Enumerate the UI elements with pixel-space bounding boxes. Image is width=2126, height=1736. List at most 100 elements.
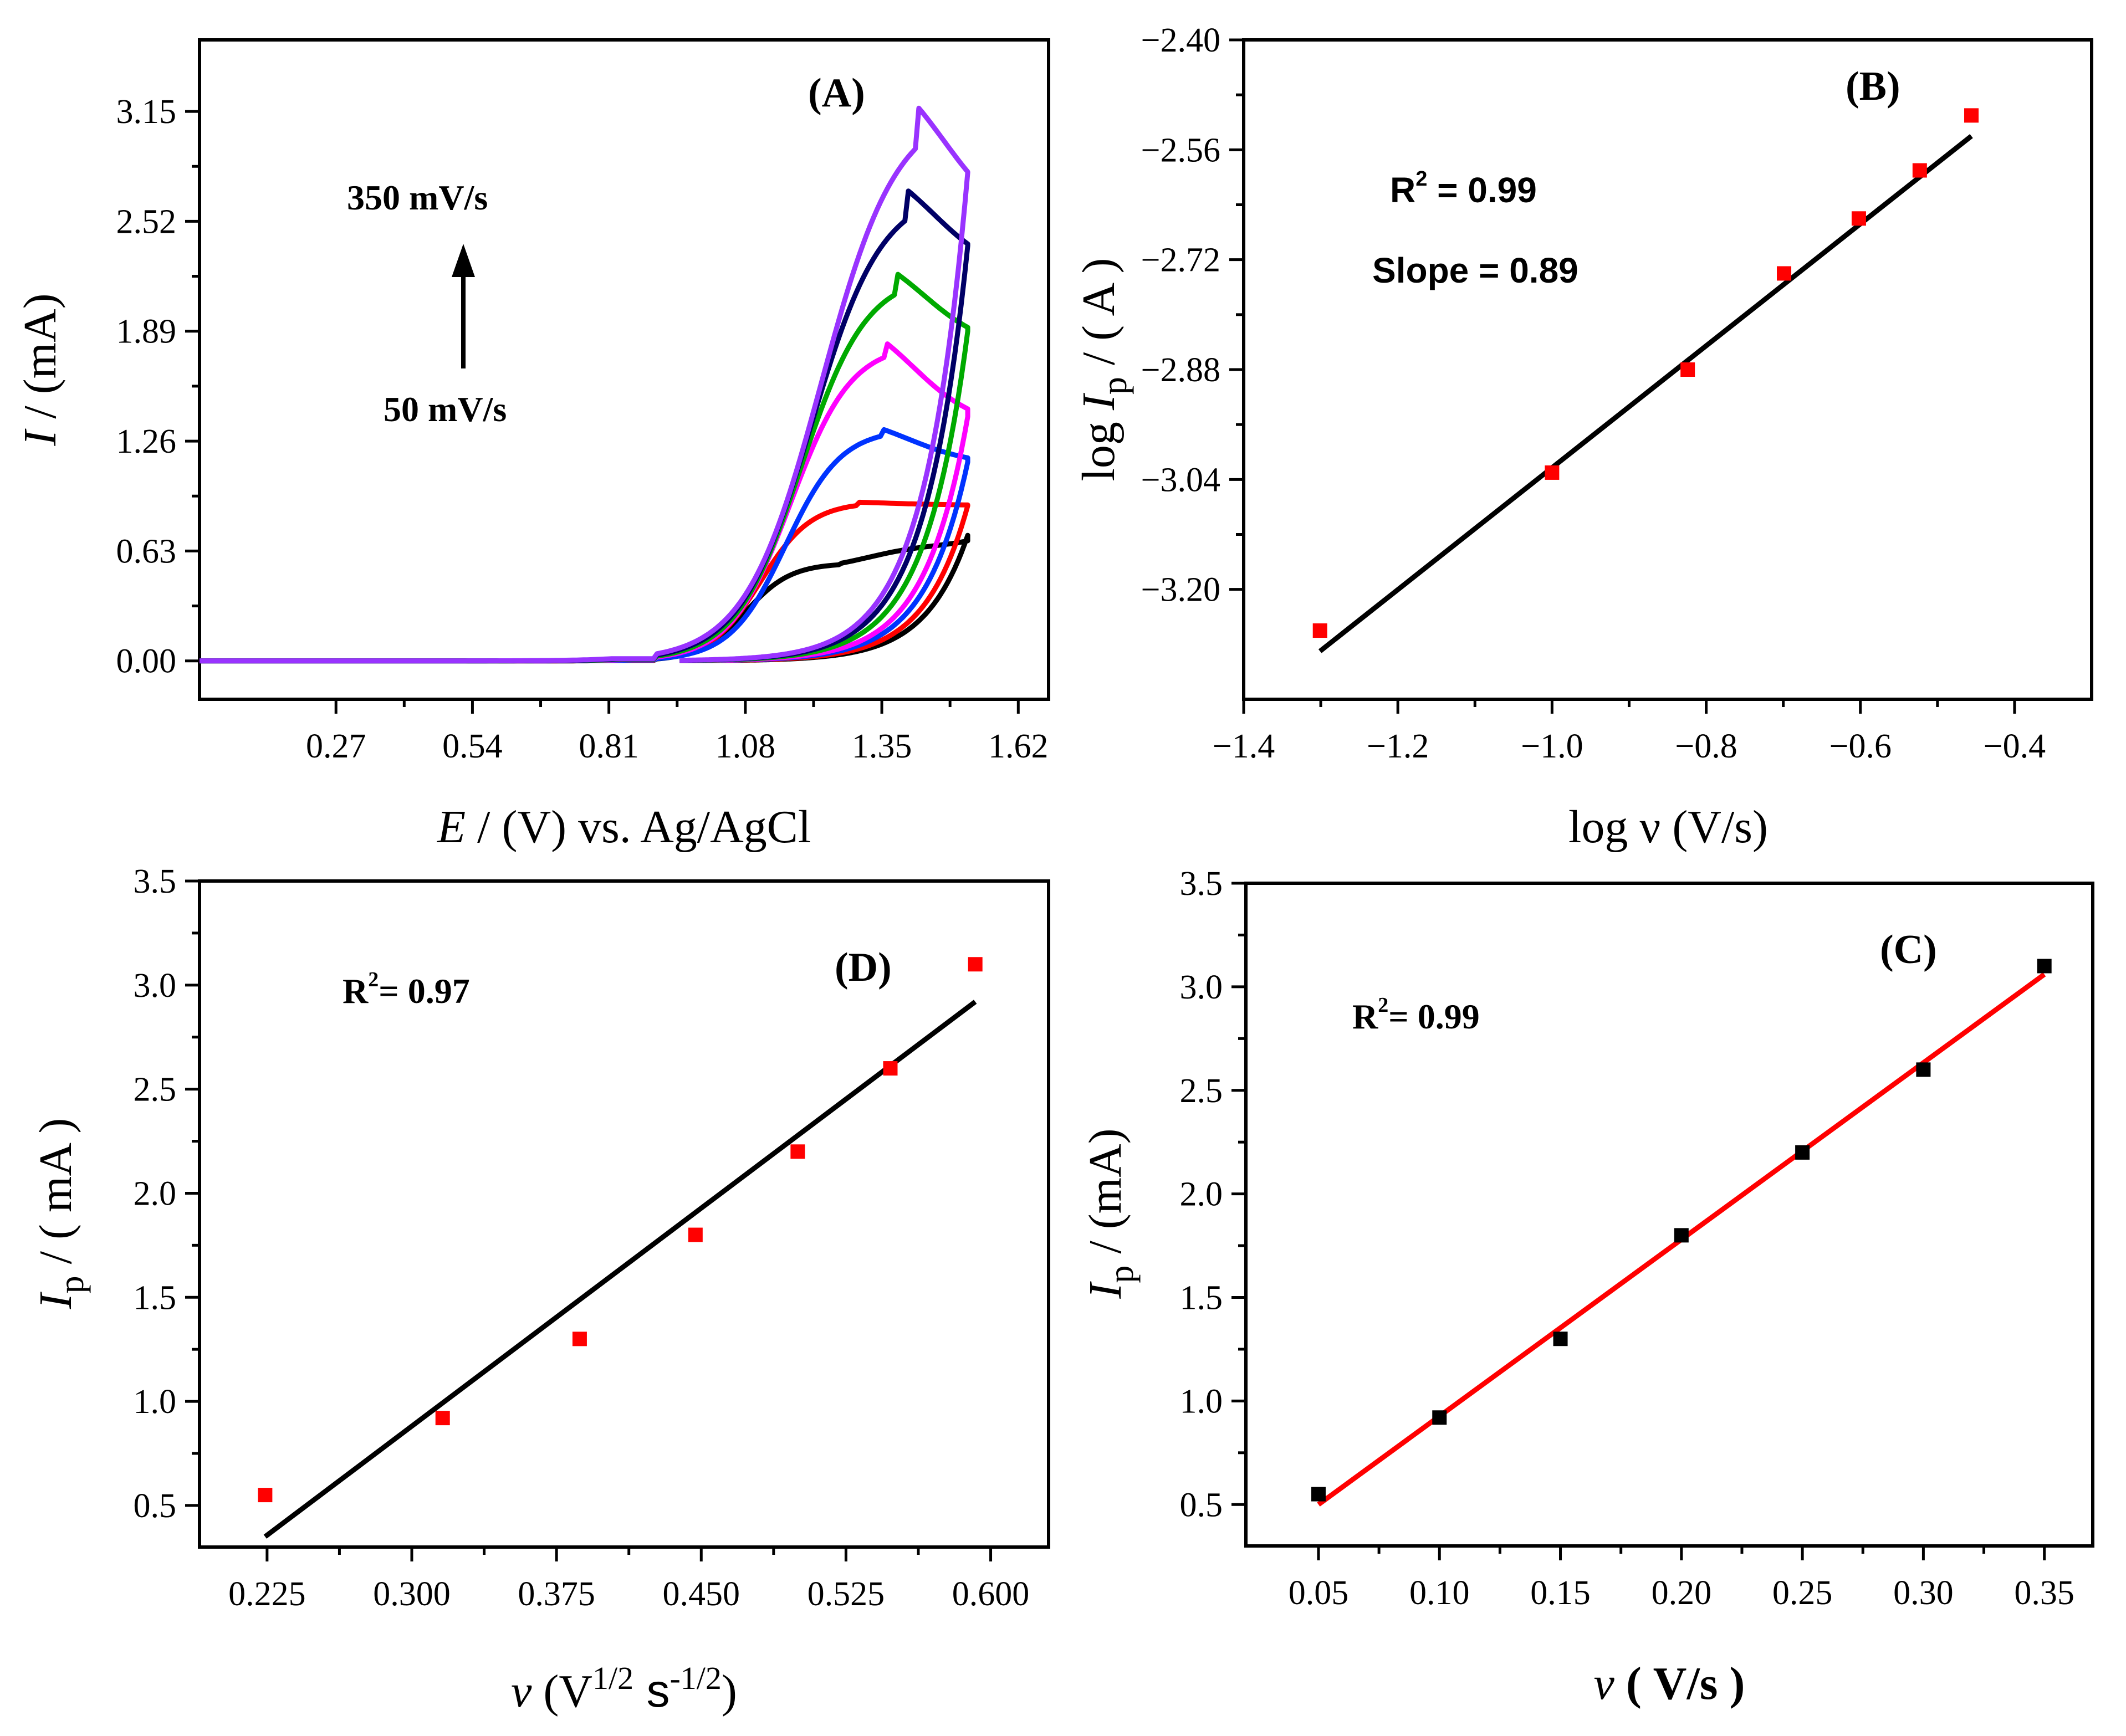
panel-c-data-point — [1795, 1145, 1810, 1160]
panel-d-r2-exponent: 2 — [368, 968, 379, 991]
panel-c-data-point — [1553, 1332, 1568, 1346]
panel-d-xlabel: ν (V1/2 s-1/2) — [511, 1660, 737, 1717]
cv-curve-7 — [200, 105, 970, 664]
panel-b-data-point — [1912, 163, 1927, 178]
panel-b-ytick-label: −2.40 — [1141, 22, 1220, 59]
panel-b-r2-symbol: R — [1390, 170, 1415, 210]
panel-a-xtick-label: 0.27 — [306, 728, 366, 765]
panel-d-xlabel-end: ) — [722, 1666, 737, 1717]
panel-d-data-point — [258, 1488, 273, 1503]
panel-a-xlabel: E / (V) vs. Ag/AgCl — [437, 801, 811, 853]
panel-b-r2-annotation: R2 = 0.99 — [1390, 167, 1537, 210]
panel-c-xtick-label: 0.20 — [1652, 1574, 1712, 1612]
panel-a-ylabel: I / (mA) — [14, 293, 66, 446]
panel-b-xlabel: log ν (V/s) — [1568, 801, 1768, 853]
panel-d-ytick-label: 1.0 — [134, 1383, 177, 1421]
panel-b-slope-annotation: Slope = 0.89 — [1372, 250, 1578, 290]
panel-c-ytick-label: 3.0 — [1180, 969, 1223, 1006]
panel-d-data-point — [572, 1332, 587, 1346]
panel-d-ytick-label: 0.5 — [134, 1487, 177, 1525]
panel-b-ytick-label: −3.20 — [1141, 571, 1220, 609]
panel-c-xtick-label: 0.30 — [1893, 1574, 1954, 1612]
panel-a-label: (A) — [808, 70, 865, 116]
panel-d-data-point — [968, 957, 983, 972]
panel-a-frame — [198, 38, 1050, 701]
panel-d-ytick-label: 1.5 — [134, 1279, 177, 1317]
panel-d-xlabel-sup2: -1/2 — [670, 1660, 721, 1696]
panel-c-r2-symbol: R — [1352, 997, 1378, 1036]
panel-c-r2-annotation: R2= 0.99 — [1352, 994, 1480, 1036]
panel-d-ytick-label: 3.0 — [134, 967, 177, 1005]
panel-b-xtick-label: −0.6 — [1829, 728, 1891, 765]
panel-b-data-point — [1312, 623, 1327, 638]
panel-a-ytick-label: 2.52 — [116, 203, 177, 240]
cv-curve-4 — [200, 341, 970, 664]
panel-b-ylabel-sub: p — [1095, 377, 1134, 395]
panel-c-xtick-label: 0.10 — [1409, 1574, 1470, 1612]
scan-rate-high-annotation: 350 mV/s — [347, 178, 488, 217]
panel-d-xtick-label: 0.300 — [373, 1575, 451, 1613]
panel-d-xlabel-text: (V — [532, 1666, 592, 1717]
panel-d-xlabel-symbol: ν — [511, 1666, 532, 1717]
panel-a-curves — [200, 105, 970, 664]
panel-b-r2-value: = 0.99 — [1427, 170, 1537, 210]
panel-d-ylabel: Ip / ( mA ) — [30, 1118, 91, 1310]
panel-d-xtick-label: 0.525 — [808, 1575, 885, 1613]
panel-b-data-point — [1777, 266, 1792, 281]
panel-d-xlabel-sup1: 1/2 — [592, 1660, 633, 1696]
panel-a-ytick-label: 3.15 — [116, 93, 177, 131]
panel-b-ytick-label: −2.56 — [1141, 131, 1220, 169]
panel-b-ylabel: log Ip / ( A ) — [1073, 258, 1134, 481]
panel-b-ytick-label: −2.72 — [1141, 242, 1220, 279]
panel-c-ylabel-text: / (mA) — [1080, 1128, 1131, 1265]
panel-c-xlabel-text: ( V/s ) — [1614, 1658, 1745, 1709]
panel-d-ytick-label: 2.0 — [134, 1175, 177, 1212]
panel-c-xlabel: ν ( V/s ) — [1594, 1658, 1745, 1709]
panel-d-sqrt-plot: 0.225 0.300 0.375 0.450 0.525 0.600 0.5 1.0 1.5 2… — [30, 863, 1050, 1717]
panel-a-ylabel-symbol: I — [14, 428, 66, 447]
panel-c-r2-exponent: 2 — [1378, 994, 1388, 1017]
panel-b-xtick-label: −1.0 — [1521, 728, 1583, 765]
panel-b-data-point — [1680, 362, 1695, 377]
panel-d-xtick-label: 0.225 — [228, 1575, 306, 1613]
panel-b-data-point — [1851, 211, 1866, 226]
panel-d-data — [258, 957, 983, 1539]
panel-c-ylabel-symbol: I — [1080, 1281, 1131, 1299]
panel-b-ylabel-pre: log — [1073, 410, 1125, 481]
panel-a-xtick-label: 0.54 — [442, 728, 503, 765]
panel-a-ticks: 0.27 0.54 0.81 1.08 1.35 1.62 0.00 0.63 1.26 1.89… — [116, 93, 1049, 765]
panel-b-xtick-label: −0.4 — [1984, 728, 2046, 765]
panel-c-data — [1311, 959, 2052, 1507]
panel-c-frame — [1244, 882, 2094, 1548]
panel-d-data-point — [883, 1061, 898, 1076]
panel-d-ylabel-symbol: I — [30, 1291, 81, 1309]
panel-b-data — [1312, 108, 1979, 653]
panel-a-xtick-label: 1.08 — [716, 728, 776, 765]
panel-b-xtick-label: −1.4 — [1213, 728, 1275, 765]
panel-b-r2-exponent: 2 — [1415, 167, 1427, 191]
panel-b-label: (B) — [1846, 64, 1900, 109]
scan-rate-arrow — [452, 244, 475, 368]
panel-d-frame — [198, 879, 1050, 1549]
panel-a-xtick-label: 1.62 — [988, 728, 1049, 765]
panel-c-xtick-label: 0.05 — [1289, 1574, 1349, 1612]
cv-curve-6 — [200, 188, 970, 664]
panel-b-data-point — [1964, 108, 1979, 123]
panel-d-data-point — [688, 1227, 703, 1242]
panel-d-r2-annotation: R2= 0.97 — [343, 968, 470, 1011]
panel-c-ytick-label: 1.5 — [1180, 1279, 1223, 1317]
panel-d-r2-symbol: R — [343, 971, 369, 1011]
panel-d-xlabel-mid: s — [633, 1665, 670, 1717]
panel-c-ytick-label: 2.0 — [1180, 1176, 1223, 1213]
scan-rate-low-annotation: 50 mV/s — [384, 390, 507, 429]
panel-c-data-point — [1916, 1062, 1931, 1077]
panel-d-xtick-label: 0.375 — [518, 1575, 595, 1613]
panel-c-ytick-label: 1.0 — [1180, 1382, 1223, 1420]
panel-c-data-point — [1432, 1410, 1447, 1425]
panel-d-xtick-label: 0.600 — [952, 1575, 1030, 1613]
panel-c-data-point — [1311, 1487, 1326, 1502]
panel-c-ytick-label: 2.5 — [1180, 1072, 1223, 1110]
panel-b-data-point — [1545, 465, 1560, 480]
panel-d-xtick-label: 0.450 — [663, 1575, 740, 1613]
